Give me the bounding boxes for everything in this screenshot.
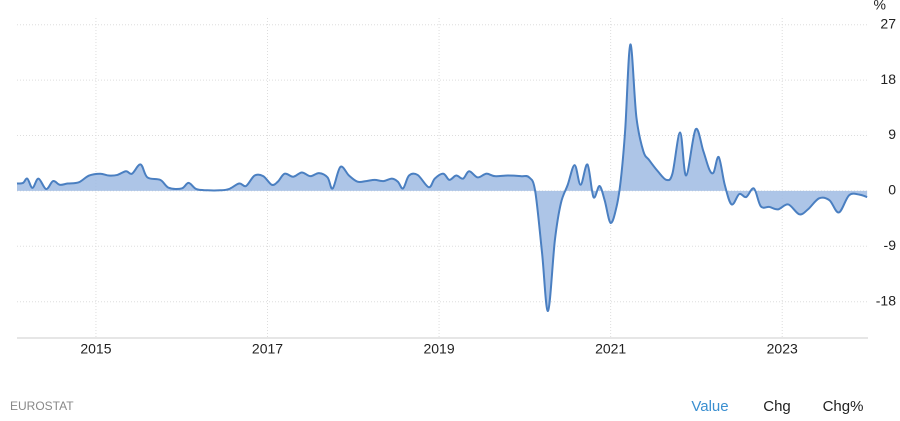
x-tick-label: 2021: [595, 341, 626, 357]
y-tick-label: 9: [888, 126, 896, 142]
unit-label: %: [874, 0, 886, 13]
tab-button[interactable]: Chg: [763, 398, 791, 415]
y-tick-label: 18: [880, 71, 896, 87]
source: EUROSTAT: [10, 399, 74, 413]
y-tick-label: 0: [888, 182, 896, 198]
x-tick-label: 2023: [767, 341, 798, 357]
tab-button[interactable]: Value: [691, 398, 728, 415]
x-tick-label: 2015: [80, 341, 111, 357]
y-tick-label: 27: [880, 15, 896, 31]
y-tick-label: -9: [884, 237, 897, 253]
line: [16, 43, 868, 312]
area-fill: [17, 44, 868, 311]
y-tick-label: -18: [876, 292, 896, 308]
tab-button[interactable]: Chg%: [823, 398, 864, 415]
x-tick-label: 2019: [423, 341, 454, 357]
x-tick-label: 2017: [252, 341, 283, 357]
